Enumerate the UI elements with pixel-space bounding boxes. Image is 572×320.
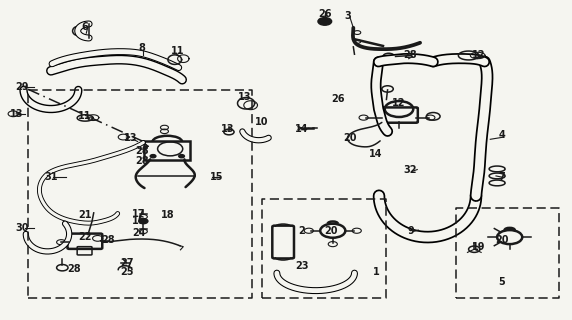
Text: 3: 3 (344, 11, 351, 21)
Text: 7: 7 (498, 172, 505, 181)
Text: 26: 26 (318, 9, 332, 19)
Text: 13: 13 (221, 124, 235, 134)
Text: 28: 28 (136, 156, 149, 166)
Text: 32: 32 (404, 165, 417, 175)
Text: 2: 2 (299, 226, 305, 236)
Text: 20: 20 (343, 133, 357, 143)
Text: 11: 11 (171, 46, 184, 56)
Text: 13: 13 (10, 109, 23, 119)
Text: 10: 10 (255, 117, 269, 127)
Text: 17: 17 (132, 209, 145, 219)
Text: 4: 4 (498, 130, 505, 140)
Text: 8: 8 (139, 44, 146, 53)
Text: 13: 13 (124, 133, 137, 143)
Circle shape (139, 219, 148, 224)
Text: 11: 11 (78, 111, 92, 121)
Text: 19: 19 (472, 242, 486, 252)
Text: 15: 15 (209, 172, 223, 181)
Text: 18: 18 (161, 210, 174, 220)
Text: 30: 30 (15, 222, 29, 233)
Text: 23: 23 (295, 261, 309, 271)
Text: 20: 20 (324, 226, 337, 236)
Circle shape (318, 18, 332, 25)
Text: 26: 26 (332, 94, 345, 104)
Text: 14: 14 (295, 124, 309, 134)
Text: 13: 13 (238, 92, 252, 102)
Text: 29: 29 (15, 82, 29, 92)
Text: 28: 28 (136, 146, 149, 156)
Text: 21: 21 (78, 210, 92, 220)
Text: 31: 31 (44, 172, 58, 181)
Text: 25: 25 (121, 267, 134, 277)
Text: 28: 28 (67, 264, 81, 274)
Text: 20: 20 (495, 235, 509, 245)
Text: 6: 6 (82, 22, 89, 32)
Circle shape (178, 155, 184, 158)
Text: 12: 12 (472, 51, 486, 60)
Text: 27: 27 (121, 258, 134, 268)
Text: 16: 16 (132, 216, 145, 226)
Text: 28: 28 (101, 235, 115, 245)
Text: 5: 5 (498, 277, 505, 287)
Text: 24: 24 (132, 228, 145, 238)
Text: 12: 12 (392, 98, 406, 108)
Text: 22: 22 (78, 232, 92, 242)
Text: 9: 9 (407, 226, 414, 236)
Text: 14: 14 (370, 149, 383, 159)
Text: 28: 28 (404, 51, 417, 60)
Circle shape (150, 155, 156, 158)
Text: 1: 1 (373, 267, 380, 277)
